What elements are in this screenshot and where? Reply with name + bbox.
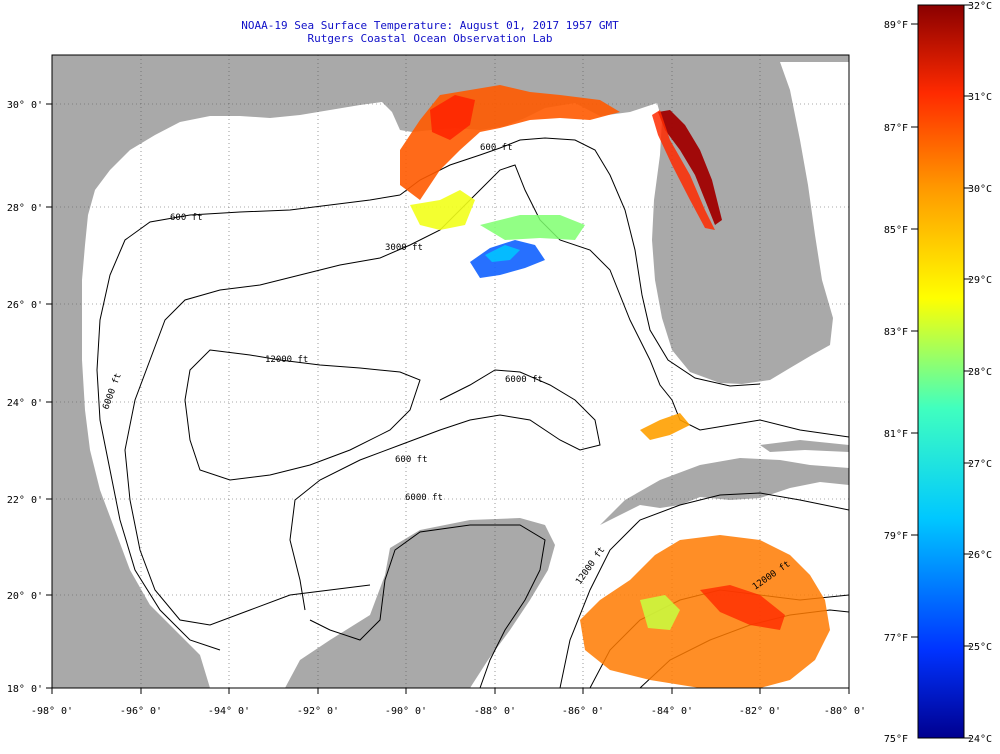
us-gulf-coast-land [52, 55, 849, 688]
contour-label: 600 ft [170, 213, 203, 223]
map-border [51, 54, 850, 689]
contour-label: 600 ft [480, 143, 513, 153]
axis-ticks [46, 103, 850, 694]
sst-patch-florida-shelf-hot [658, 110, 722, 225]
colorbar-c-label: 24°C [968, 734, 992, 745]
colorbar-f-label: 83°F [884, 327, 908, 338]
map-title: NOAA-19 Sea Surface Temperature: August … [241, 19, 619, 32]
contour-label: 600 ft [395, 455, 428, 465]
colorbar-gradient [917, 4, 965, 739]
contour-yucatan-shelf [309, 524, 546, 688]
contour-label: 6000 ft [405, 493, 443, 503]
cuba-land [600, 458, 849, 525]
sst-patch-yellow-shelf [410, 190, 475, 230]
lat-tick-label: 22° 0' [7, 495, 43, 506]
contour-6000ft [289, 369, 601, 611]
florida-keys-land [760, 440, 849, 452]
lat-tick-label: 28° 0' [7, 203, 43, 214]
contour-label: 3000 ft [385, 243, 423, 253]
colorbar-c-label: 32°C [968, 1, 992, 12]
colorbar-c-label: 30°C [968, 184, 992, 195]
lon-tick-label: -86° 0' [562, 706, 604, 717]
lat-tick-label: 18° 0' [7, 684, 43, 695]
lat-tick-label: 26° 0' [7, 300, 43, 311]
contour-600ft-west [96, 194, 401, 651]
contour-12000ft [184, 349, 421, 481]
sst-patch-green-shelf [480, 215, 585, 240]
colorbar: 89°F 87°F 85°F 83°F 81°F 79°F 77°F 75°F … [884, 1, 992, 745]
map-panel: 600 ft 600 ft 600 ft 3000 ft 12000 ft 60… [51, 54, 850, 689]
lon-tick-label: -90° 0' [385, 706, 427, 717]
colorbar-c-label: 28°C [968, 367, 992, 378]
lat-tick-label: 24° 0' [7, 398, 43, 409]
sst-patch-caribbean-hot [700, 585, 785, 630]
colorbar-c-label: 27°C [968, 459, 992, 470]
sst-patch-cool-cyan [485, 245, 520, 262]
colorbar-f-label: 75°F [884, 734, 908, 745]
colorbar-c-label: 26°C [968, 550, 992, 561]
map-subtitle: Rutgers Coastal Ocean Observation Lab [307, 32, 553, 45]
lon-tick-label: -98° 0' [31, 706, 73, 717]
lon-tick-label: -80° 0' [824, 706, 866, 717]
colorbar-f-label: 81°F [884, 429, 908, 440]
sst-patch-caribbean-yellow [640, 595, 680, 630]
contour-3000ft [469, 164, 849, 438]
colorbar-f-label: 79°F [884, 531, 908, 542]
colorbar-f-label: 77°F [884, 633, 908, 644]
graticule [52, 55, 849, 688]
lon-tick-label: -94° 0' [208, 706, 250, 717]
contour-cuba-shelf [559, 492, 849, 688]
lon-tick-label: -84° 0' [651, 706, 693, 717]
colorbar-c-label: 25°C [968, 642, 992, 653]
contour-600ft [399, 137, 761, 387]
colorbar-f-label: 87°F [884, 123, 908, 134]
lat-tick-label: 20° 0' [7, 591, 43, 602]
lon-tick-label: -88° 0' [474, 706, 516, 717]
contour-label: 12000 ft [265, 355, 308, 365]
contour-label: 6000 ft [505, 375, 543, 385]
colorbar-f-label: 89°F [884, 20, 908, 31]
sst-data [400, 85, 830, 688]
sst-patch-florida-shelf-edge [652, 110, 715, 230]
contour-3000ft-west [124, 199, 471, 626]
lon-tick-label: -92° 0' [297, 706, 339, 717]
sst-patch-mississippi-delta [430, 95, 475, 140]
lat-tick-label: 30° 0' [7, 100, 43, 111]
sst-patch-keys [640, 413, 690, 440]
lon-tick-label: -96° 0' [120, 706, 162, 717]
colorbar-c-label: 29°C [968, 275, 992, 286]
yucatan-peninsula-land [285, 518, 555, 688]
sst-patch-caribbean [580, 535, 830, 688]
lon-tick-label: -82° 0' [739, 706, 781, 717]
colorbar-f-label: 85°F [884, 225, 908, 236]
longitude-labels: -98° 0' -96° 0' -94° 0' -92° 0' -90° 0' … [31, 706, 866, 717]
colorbar-c-label: 31°C [968, 92, 992, 103]
latitude-labels: 18° 0' 20° 0' 22° 0' 24° 0' 26° 0' 28° 0… [7, 100, 43, 695]
